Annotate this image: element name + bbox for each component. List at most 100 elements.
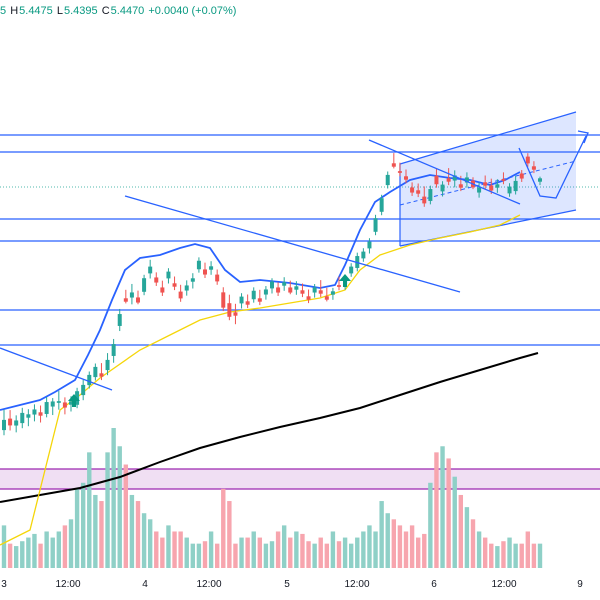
volume-bar xyxy=(434,452,439,568)
candle-body xyxy=(276,287,281,293)
candle-body xyxy=(501,179,506,181)
projection-arrowhead xyxy=(577,130,589,144)
volume-bar xyxy=(251,531,256,568)
candle-body xyxy=(166,271,171,279)
candle-body xyxy=(44,402,49,414)
candle-body xyxy=(477,187,482,193)
volume-bar xyxy=(74,488,80,568)
time-tick-label: 5 xyxy=(284,579,290,590)
candle-body xyxy=(324,296,329,300)
volume-bar xyxy=(208,531,214,568)
candle-body xyxy=(154,277,159,283)
volume-bar xyxy=(50,537,55,568)
low-value: 5.4395 xyxy=(63,5,98,17)
volume-bar xyxy=(166,525,171,568)
candle-body xyxy=(50,401,55,407)
candle-body xyxy=(221,292,226,308)
volume-bar xyxy=(154,531,159,568)
volume-bar xyxy=(281,525,287,568)
candle-body xyxy=(288,287,293,293)
candle-body xyxy=(257,298,262,302)
candle-body xyxy=(129,292,134,298)
candle-body xyxy=(56,401,61,403)
trendline-left xyxy=(0,347,113,391)
candle-body xyxy=(239,296,244,304)
close-value: 5.4470 xyxy=(110,5,145,17)
volume-bar xyxy=(397,525,403,568)
volume-bar xyxy=(324,543,330,568)
volume-bar xyxy=(129,494,135,568)
candle-body xyxy=(416,190,421,194)
candle-body xyxy=(263,289,268,295)
volume-bar xyxy=(87,452,92,568)
ohlc-legend: 5 H5.4475 L5.4395 C5.4470 +0.0040 (+0.07… xyxy=(0,2,237,20)
candle-body xyxy=(87,374,92,386)
channel-layer xyxy=(399,111,577,247)
volume-bar xyxy=(196,543,202,568)
candle-body xyxy=(464,177,469,183)
volume-bar xyxy=(20,541,25,568)
volume-bar xyxy=(525,531,531,568)
candle-body xyxy=(251,290,256,300)
close-label: C xyxy=(101,5,110,17)
candle-body xyxy=(227,303,232,317)
candle-body xyxy=(294,286,299,290)
volume-bar xyxy=(117,446,122,568)
volume-bar xyxy=(178,531,183,568)
volume-bar xyxy=(361,531,366,568)
candle-body xyxy=(26,414,31,418)
volume-bar xyxy=(428,482,433,568)
volume-bar xyxy=(68,519,74,568)
candle-body xyxy=(203,269,207,275)
volume-bar xyxy=(111,428,116,568)
candle-body xyxy=(32,409,37,415)
candle-body xyxy=(209,266,214,270)
candle-body xyxy=(428,189,433,201)
candle-body xyxy=(361,251,366,259)
volume-bar xyxy=(452,476,457,568)
candle-body xyxy=(142,278,147,292)
volume-bar xyxy=(501,541,506,568)
volume-bar xyxy=(470,519,476,568)
trendline-mid xyxy=(124,195,461,293)
volume-bar xyxy=(440,446,445,568)
volume-bar xyxy=(306,541,311,568)
candle-body xyxy=(184,285,189,291)
candle-body xyxy=(172,283,177,287)
candle-body xyxy=(385,174,390,186)
candle-body xyxy=(318,290,323,294)
volume-bar xyxy=(275,531,281,568)
volume-bar xyxy=(160,537,165,568)
candle-body xyxy=(349,266,354,274)
candle-body xyxy=(62,402,67,408)
candle-body xyxy=(215,274,220,282)
candle-body xyxy=(99,373,104,377)
candle-body xyxy=(69,401,73,405)
candle-body xyxy=(282,282,287,286)
volume-bar xyxy=(13,546,19,568)
legend-fragment: 5 xyxy=(0,5,7,17)
candle-body xyxy=(8,418,13,426)
volume-bar xyxy=(26,537,31,568)
candle-body xyxy=(245,301,250,305)
volume-bar xyxy=(147,519,153,568)
volume-bar xyxy=(422,533,427,568)
volume-bar xyxy=(489,543,494,568)
volume-bars xyxy=(1,428,543,568)
volume-bar xyxy=(312,543,317,568)
volume-bar xyxy=(239,537,244,568)
trendline-right xyxy=(368,139,521,205)
time-tick-label: 12:00 xyxy=(344,579,369,590)
volume-bar xyxy=(93,494,98,568)
candle-body xyxy=(306,296,311,300)
change-value: +0.0040 (+0.07%) xyxy=(148,5,237,17)
time-tick-label: 3 xyxy=(1,579,7,590)
channel-fill xyxy=(400,112,576,246)
volume-bar xyxy=(385,513,390,568)
candle-body xyxy=(123,298,128,302)
ema-slow-line xyxy=(0,352,539,503)
volume-bar xyxy=(1,525,7,568)
candle-body xyxy=(14,420,19,426)
volume-bar xyxy=(221,488,226,568)
